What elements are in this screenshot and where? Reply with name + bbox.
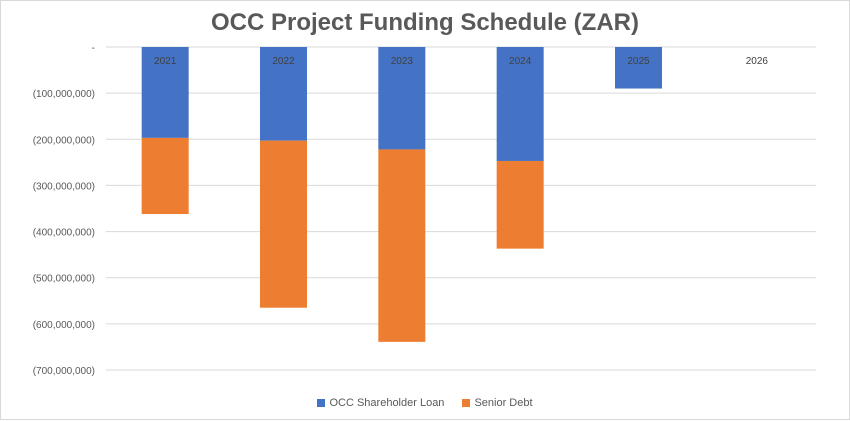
chart-title: OCC Project Funding Schedule (ZAR) [210,9,639,36]
legend-item-senior-debt: Senior Debt [462,397,533,409]
bar-senior-debt-2024 [496,160,544,249]
legend-label-senior-debt: Senior Debt [474,397,533,409]
x-tick-label: 2025 [627,56,650,67]
bar-shareholder-loan-2024 [496,47,544,161]
y-tick-label: (600,000,000) [33,320,95,331]
y-tick-label: - [92,43,95,54]
y-tick-label: (700,000,000) [33,366,95,377]
y-tick-label: (400,000,000) [33,228,95,239]
chart-legend: OCC Shareholder Loan Senior Debt [1,397,849,409]
y-tick-label: (500,000,000) [33,274,95,285]
legend-swatch-shareholder-loan [317,399,326,407]
x-tick-label: 2023 [391,56,414,67]
legend-item-shareholder-loan: OCC Shareholder Loan [317,397,444,409]
x-tick-label: 2021 [154,56,177,67]
x-tick-label: 2026 [746,56,769,67]
y-tick-label: (200,000,000) [33,135,95,146]
y-tick-label: (300,000,000) [33,181,95,192]
y-tick-label: (100,000,000) [33,89,95,100]
legend-label-shareholder-loan: OCC Shareholder Loan [329,397,445,409]
bar-senior-debt-2023 [378,149,426,342]
bar-senior-debt-2021 [141,137,189,215]
x-tick-label: 2022 [272,56,295,67]
bar-shareholder-loan-2023 [378,47,426,150]
bar-shareholder-loan-2025 [615,47,662,89]
bar-senior-debt-2022 [260,140,307,308]
bar-shareholder-loan-2022 [260,47,307,141]
bar-shareholder-loan-2021 [141,47,189,138]
x-tick-label: 2024 [509,56,532,67]
legend-swatch-senior-debt [462,399,471,407]
